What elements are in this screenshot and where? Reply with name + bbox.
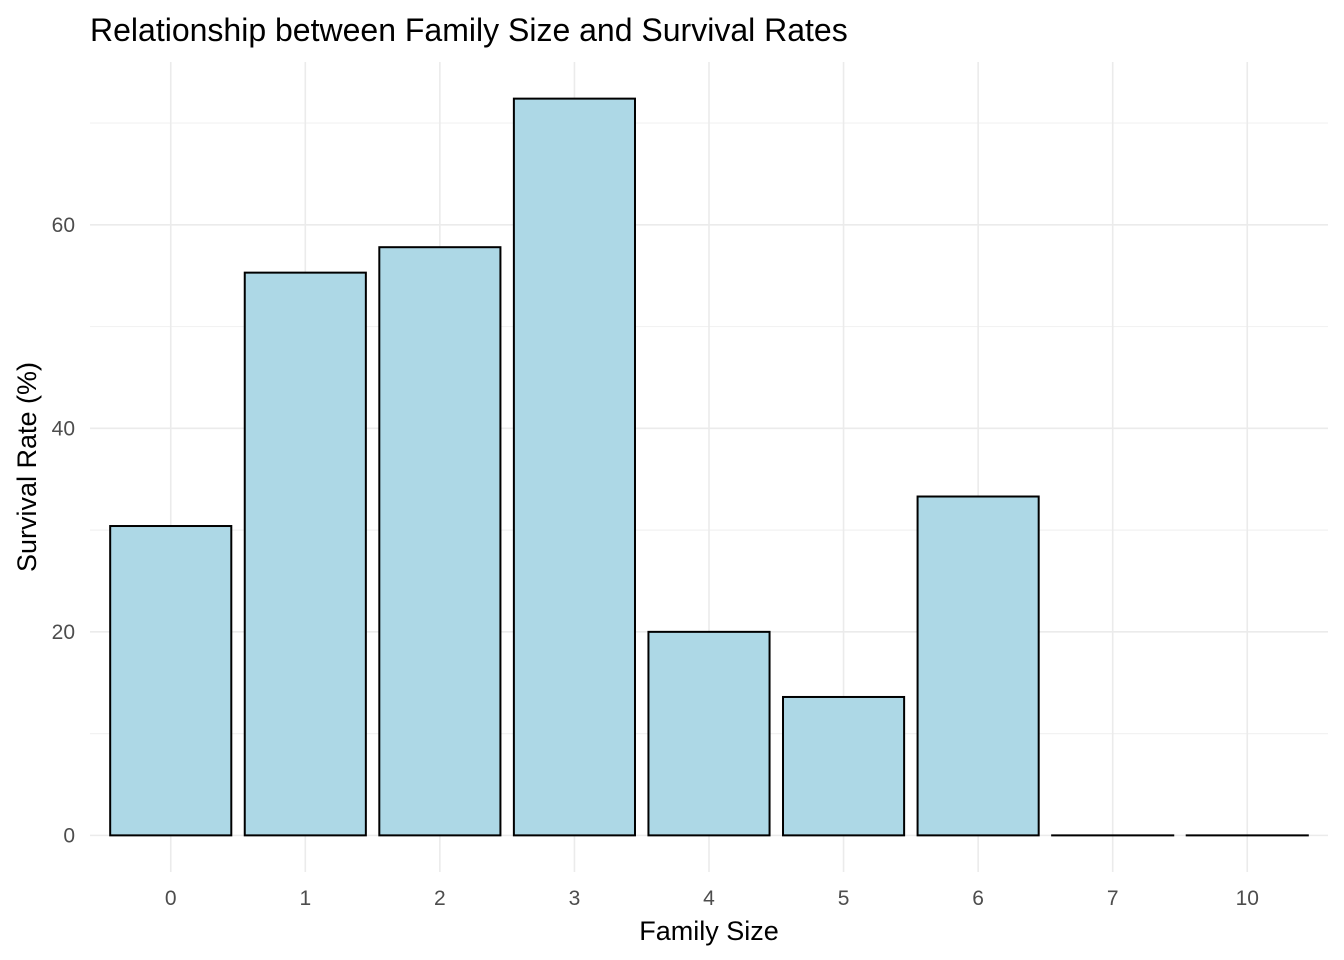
x-tick-label: 0 — [165, 887, 177, 910]
x-axis-title: Family Size — [639, 916, 779, 946]
bar-6 — [916, 495, 1040, 837]
bar-0 — [109, 525, 233, 837]
x-tick-label: 4 — [703, 887, 715, 910]
x-tick-label: 2 — [434, 887, 446, 910]
x-tick-label: 6 — [972, 887, 984, 910]
x-tick-label: 10 — [1236, 887, 1259, 910]
x-axis-tick-labels: 0 1 2 3 4 5 6 7 10 — [165, 887, 1259, 910]
x-tick-label: 7 — [1107, 887, 1119, 910]
bars — [109, 97, 1309, 837]
chart-title: Relationship between Family Size and Sur… — [90, 12, 848, 48]
y-tick-label: 20 — [52, 621, 75, 644]
y-axis-title: Survival Rate (%) — [12, 362, 42, 572]
bar-5 — [782, 695, 906, 837]
y-tick-label: 0 — [63, 824, 75, 847]
x-tick-label: 3 — [569, 887, 581, 910]
y-axis-tick-labels: 0 20 40 60 — [52, 214, 75, 848]
y-tick-label: 40 — [52, 417, 75, 440]
bar-3 — [512, 97, 636, 837]
x-tick-label: 1 — [299, 887, 311, 910]
bar-1 — [243, 271, 367, 837]
bar-2 — [378, 246, 502, 837]
x-tick-label: 5 — [838, 887, 850, 910]
y-tick-label: 60 — [52, 214, 75, 237]
bar-4 — [647, 630, 771, 837]
